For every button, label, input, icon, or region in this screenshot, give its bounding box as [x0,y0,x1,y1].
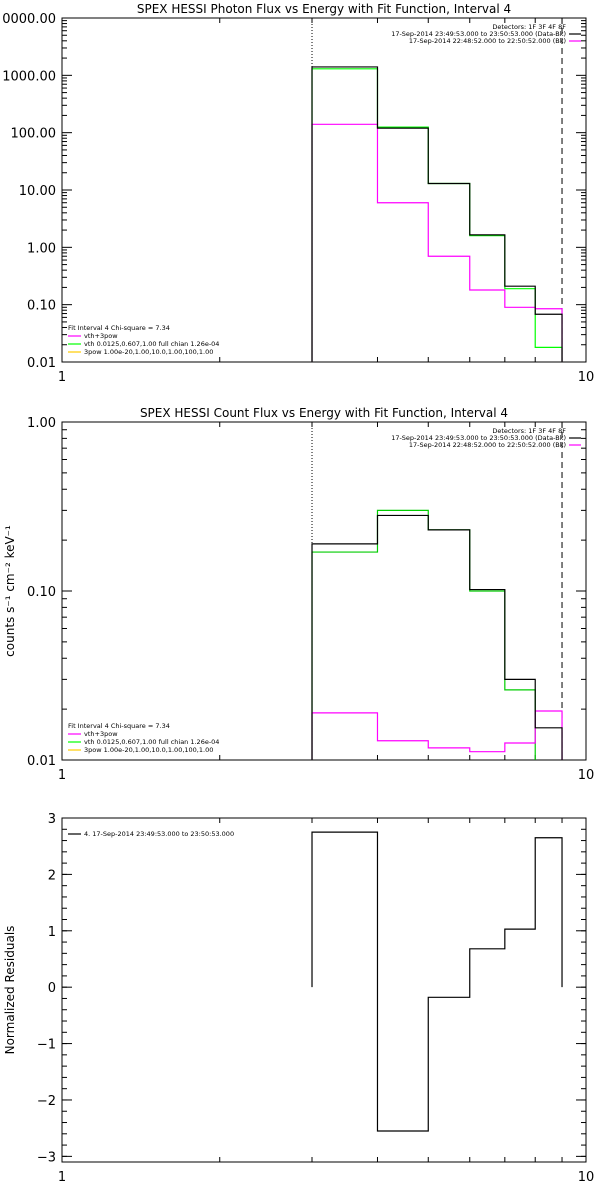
y-tick-label: 2 [48,868,56,883]
series-group [311,66,563,362]
legend-right-entry: 17-Sep-2014 22:48:52.000 to 22:50:52.000… [409,441,566,449]
y-tick-label: −3 [37,1150,56,1165]
x-tick-label: 10 [578,370,595,385]
legend-left-entry: 3pow 1.00e-20,1.00,10.0,1.00,100,1.00 [84,746,213,754]
panel-1: SPEX HESSI Photon Flux vs Energy with Fi… [2,2,594,385]
y-tick-label: 1000.00 [2,69,56,84]
series-group [311,509,563,760]
chart-title: SPEX HESSI Count Flux vs Energy with Fit… [140,406,508,420]
x-tick-label: 1 [58,1170,66,1185]
y-axis-label: Normalized Residuals [3,926,17,1055]
x-tick-label: 10 [578,768,595,783]
y-tick-label: −1 [37,1038,56,1053]
legend-left-entry: vth+3pow [84,730,118,738]
y-tick-label: 1.00 [27,241,56,256]
y-tick-label: 100.00 [11,127,57,142]
chart-title: SPEX HESSI Photon Flux vs Energy with Fi… [137,2,511,16]
legend-right-entry: Detectors: 1F 3F 4F 8F [492,23,566,31]
y-tick-label: 0.10 [27,585,56,600]
panel-2: SPEX HESSI Count Flux vs Energy with Fit… [3,406,594,783]
x-tick-label: 1 [58,768,66,783]
y-tick-label: 0000.00 [2,12,56,27]
legend-left-entry: 3pow 1.00e-20,1.00,10.0,1.00,100,1.00 [84,348,213,356]
legend-right-entry: Detectors: 1F 3F 4F 8F [492,427,566,435]
y-tick-label: 10.00 [19,184,56,199]
x-tick-label: 1 [58,370,66,385]
series-bk-step [311,710,563,760]
legend-right-entry: 17-Sep-2014 22:48:52.000 to 22:50:52.000… [409,37,566,45]
plot-frame [61,817,587,1163]
y-tick-label: 1.00 [27,416,56,431]
legend-left-entry: 4. 17-Sep-2014 23:49:53.000 to 23:50:53.… [84,830,234,838]
series-residuals-step [311,831,563,1132]
y-tick-label: 3 [48,812,56,827]
y-axis-label: counts s⁻¹ cm⁻² keV⁻¹ [3,525,17,657]
legend-left-entry: vth 0.0125,0.607,1.00 full chian 1.26e-0… [84,738,219,746]
legend-right-entry: 17-Sep-2014 23:49:53.000 to 23:50:53.000… [391,434,566,442]
legend-left-entry: vth+3pow [84,332,118,340]
legend-left-entry: Fit Interval 4 Chi-square = 7.34 [68,324,170,332]
y-tick-label: 0.10 [27,299,56,314]
y-tick-label: 0 [48,981,56,996]
plot-frame [61,421,587,761]
y-tick-label: −2 [37,1094,56,1109]
series-3pow-step [311,68,563,362]
plot-frame [61,17,587,363]
y-tick-label: 0.01 [27,356,56,371]
legend-left-entry: Fit Interval 4 Chi-square = 7.34 [68,722,170,730]
series-data-bk-step [311,514,563,760]
legend-left-entry: vth 0.0125,0.607,1.00 full chian 1.26e-0… [84,340,219,348]
series-vth-3pow-step [311,66,563,362]
series-model-step [311,509,536,760]
y-tick-label: 1 [48,925,56,940]
series-group [311,831,563,1132]
x-tick-label: 10 [578,1170,595,1185]
legend-right-entry: 17-Sep-2014 23:49:53.000 to 23:50:53.000… [391,30,566,38]
series-vth-step [311,123,563,362]
y-tick-label: 0.01 [27,754,56,769]
